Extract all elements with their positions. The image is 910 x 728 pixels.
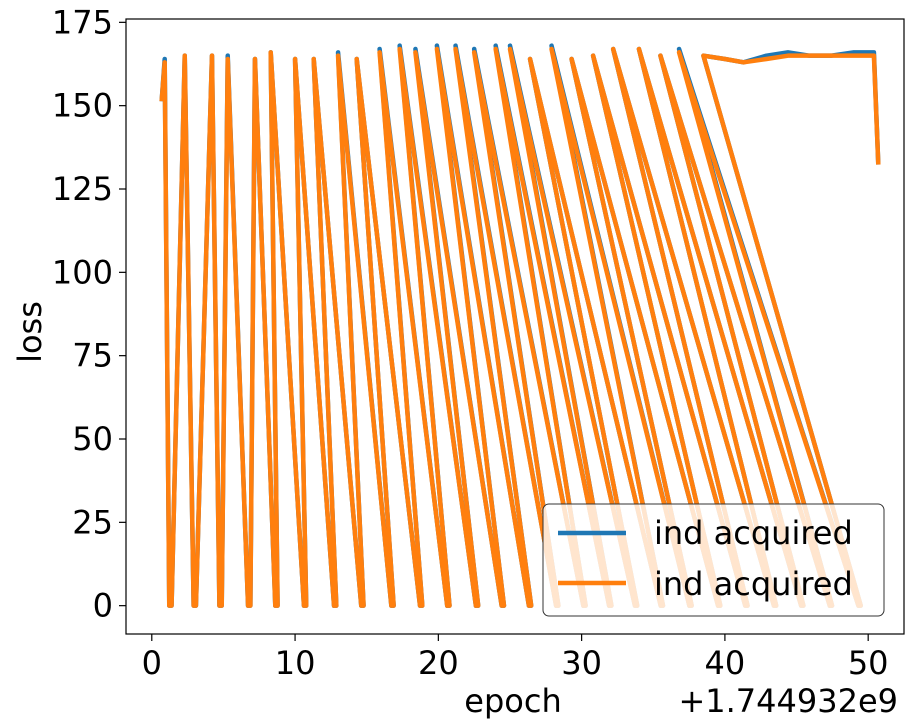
legend-frame [542, 503, 885, 617]
x-tick-label-3: 30 [561, 644, 602, 682]
x-tick-label-5: 50 [848, 644, 889, 682]
x-axis-label: epoch [464, 682, 561, 720]
x-tick-label-0: 0 [142, 644, 162, 682]
y-tick-label-7: 175 [52, 3, 113, 41]
legend-label-1: ind acquired [654, 565, 853, 603]
y-axis: 0 25 50 75 100 125 150 175 [52, 3, 126, 625]
x-tick-label-4: 40 [705, 644, 746, 682]
y-tick-label-2: 50 [72, 420, 113, 458]
legend: ind acquired ind acquired [542, 503, 885, 617]
y-tick-label-0: 0 [93, 587, 113, 625]
x-tick-label-1: 10 [275, 644, 316, 682]
y-tick-label-6: 150 [52, 87, 113, 125]
y-tick-label-1: 25 [72, 503, 113, 541]
legend-label-0: ind acquired [654, 514, 853, 552]
plot-frame [125, 18, 905, 635]
y-tick-label-5: 125 [52, 170, 113, 208]
y-tick-label-3: 75 [72, 337, 113, 375]
x-tick-label-2: 20 [418, 644, 459, 682]
y-axis-label: loss [11, 301, 49, 363]
x-axis-offset-label: +1.744932e9 [678, 682, 898, 720]
y-tick-label-4: 100 [52, 253, 113, 291]
x-axis: 0 10 20 30 40 50 [142, 634, 889, 682]
